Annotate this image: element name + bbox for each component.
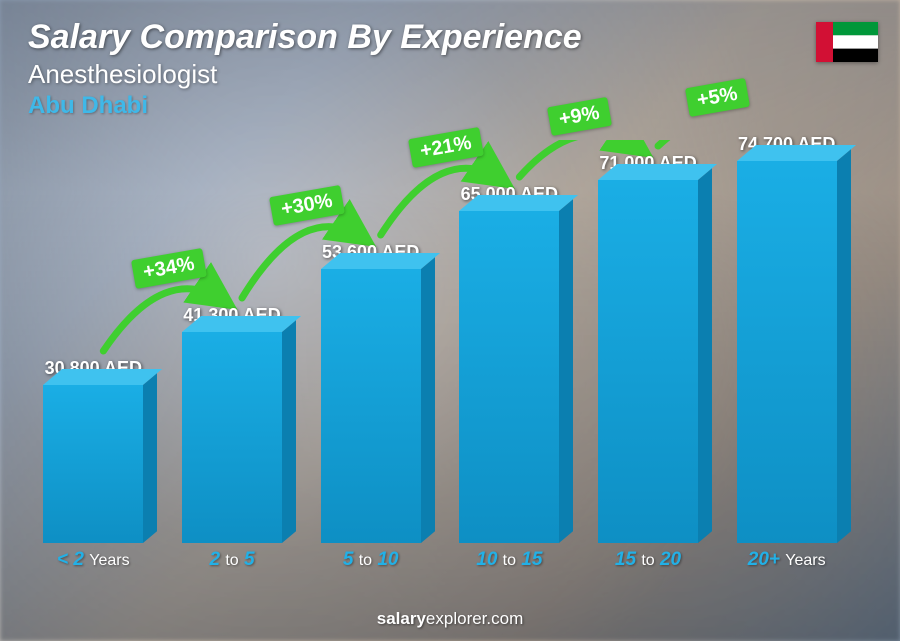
bar-group: 65,000 AED xyxy=(446,184,573,543)
bar-front-face xyxy=(182,332,282,543)
footer-brand-bold: salary xyxy=(377,609,426,628)
bar xyxy=(459,211,559,543)
bar-group: 53,600 AED xyxy=(307,242,434,543)
chart-title: Salary Comparison By Experience xyxy=(28,18,872,57)
bar xyxy=(737,161,837,543)
bars-row: 30,800 AED41,300 AED53,600 AED65,000 AED… xyxy=(30,140,850,543)
bar-group: 71,000 AED xyxy=(585,153,712,543)
footer-brand-rest: explorer.com xyxy=(426,609,523,628)
footer-brand: salaryexplorer.com xyxy=(0,609,900,629)
bar-front-face xyxy=(43,385,143,543)
category-row: < 2 Years 2 to 5 5 to 10 10 to 15 15 to 20 20… xyxy=(30,549,850,571)
bar xyxy=(43,385,143,543)
bar-side-face xyxy=(698,168,712,543)
category-label: 5 to 10 xyxy=(307,549,434,571)
category-label: 10 to 15 xyxy=(446,549,573,571)
category-label: 2 to 5 xyxy=(169,549,296,571)
bar-front-face xyxy=(321,269,421,543)
category-label: < 2 Years xyxy=(30,549,157,571)
flag-uae-icon xyxy=(816,22,878,62)
bar-side-face xyxy=(421,257,435,543)
bar-front-face xyxy=(598,180,698,543)
category-label: 20+ Years xyxy=(723,549,850,571)
bar-side-face xyxy=(837,149,851,543)
bar-group: 74,700 AED xyxy=(723,134,850,543)
chart-area: 30,800 AED41,300 AED53,600 AED65,000 AED… xyxy=(30,140,850,571)
bar-front-face xyxy=(459,211,559,543)
bar-side-face xyxy=(143,373,157,543)
bar xyxy=(321,269,421,543)
category-label: 15 to 20 xyxy=(585,549,712,571)
bar-side-face xyxy=(559,199,573,543)
bar xyxy=(182,332,282,543)
bar-front-face xyxy=(737,161,837,543)
bar-side-face xyxy=(282,320,296,543)
bar-group: 41,300 AED xyxy=(169,305,296,543)
bar-group: 30,800 AED xyxy=(30,358,157,543)
bar xyxy=(598,180,698,543)
